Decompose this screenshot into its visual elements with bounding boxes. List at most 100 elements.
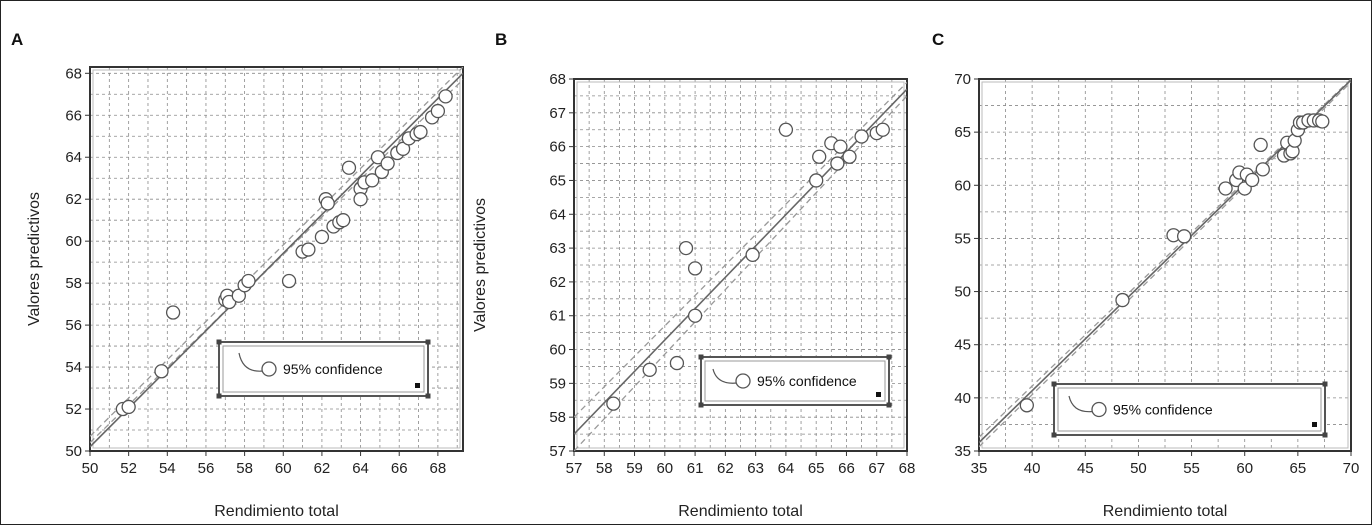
x-tick-label: 64 [778,460,795,477]
y-tick-label: 70 [954,71,971,88]
data-point [606,396,621,411]
data-point [678,240,694,256]
y-tick-label: 65 [954,124,971,141]
x-tick-label: 66 [838,460,855,477]
data-point [842,149,857,164]
y-tick-label: 35 [954,443,971,460]
y-tick-label: 64 [549,206,566,223]
legend-label: 95% confidence [283,361,383,377]
y-tick-label: 67 [549,105,566,122]
data-point [1019,398,1034,413]
legend-corner-handle [216,393,222,399]
legend-corner-handle [698,402,704,408]
legend-line-symbol [1068,395,1094,413]
panel-letter: B [495,30,507,49]
y-tick-label: 65 [549,172,566,189]
data-point [830,156,845,171]
data-point [413,124,428,140]
data-point [365,173,380,188]
data-point [1245,172,1260,188]
x-tick-label: 55 [1183,460,1200,477]
x-tick-label: 50 [1130,460,1147,477]
y-tick-label: 58 [65,275,82,292]
legend-corner-handle [425,393,431,399]
panel-letter: A [11,30,23,49]
data-point [642,362,657,377]
data-point [812,149,827,164]
x-tick-label: 67 [868,460,885,477]
data-point [669,355,685,371]
y-tick-label: 40 [954,390,971,407]
legend-line-symbol [712,368,738,384]
x-tick-label: 59 [626,460,643,477]
y-tick-label: 50 [954,284,971,301]
y-tick-label: 62 [549,274,566,291]
x-tick-label: 60 [656,460,673,477]
legend-corner-handle [1051,381,1057,387]
x-tick-label: 62 [717,460,734,477]
data-point [281,273,297,289]
plot-frame [89,66,464,452]
data-point [687,261,703,276]
legend-circle-symbol [735,373,751,389]
data-points [115,89,453,417]
legend-marker-square [876,392,881,397]
fit-lines [90,67,463,448]
legend-corner-handle [1322,432,1328,438]
panel-a: A 50 52 54 56 58 60 62 64 66 68 50 52 54 56 58 60 62 64 66 6… [11,30,464,520]
data-point [745,247,760,263]
data-point [1255,162,1270,177]
x-tick-label: 35 [971,460,988,477]
x-tick-label: 61 [687,460,704,477]
y-tick-label: 61 [549,308,566,325]
legend: 95% confidence [216,339,431,399]
legend-frame-inner [1057,387,1322,432]
data-point [353,192,368,207]
x-tick-label: 70 [1343,460,1360,477]
legend-corner-handle [886,402,892,408]
data-point [854,129,869,144]
y-tick-label: 59 [549,375,566,392]
x-tick-label: 58 [236,460,253,477]
legend-frame-inner [704,360,886,402]
x-tick-label: 65 [808,460,825,477]
x-tick-label: 45 [1077,460,1094,477]
data-point [380,156,395,171]
fit-line [90,72,463,448]
data-point [1115,292,1130,308]
y-tick-label: 57 [549,443,566,460]
y-tick-label: 63 [549,240,566,257]
x-axis-label: Rendimiento total [1103,503,1228,520]
x-tick-label: 62 [314,460,331,477]
plot-frame-inner [576,81,905,449]
y-axis-label: Valores predictivos [26,192,43,326]
legend-corner-handle [425,339,431,345]
x-tick-label: 60 [1236,460,1253,477]
legend-corner-handle [886,354,892,360]
y-tick-label: 66 [549,139,566,156]
data-point [1315,114,1330,129]
data-point [438,89,453,104]
x-tick-label: 57 [566,460,583,477]
y-tick-label: 50 [65,443,82,460]
data-point [301,242,316,257]
data-point [121,399,136,415]
legend-label: 95% confidence [1113,402,1213,418]
panel-letter: C [932,30,944,49]
x-tick-label: 50 [82,460,99,477]
ci-upper-line [574,81,907,418]
x-tick-label: 68 [430,460,447,477]
data-point [314,229,330,245]
legend-corner-handle [698,354,704,360]
plot-frame-inner [92,69,461,449]
legend-frame [700,356,890,406]
data-point [1176,229,1192,244]
x-tick-label: 64 [352,460,369,477]
data-point [241,273,256,289]
data-point [430,103,446,119]
y-tick-label: 60 [954,177,971,194]
x-tick-label: 65 [1290,460,1307,477]
plot-frame [573,78,908,452]
legend-marker-square [1312,422,1317,427]
